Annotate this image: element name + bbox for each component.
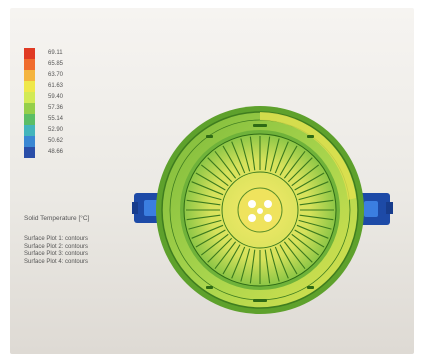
fin: [231, 246, 246, 279]
surface-plot-item: Surface Plot 1: contours: [24, 236, 89, 242]
legend-row: 61.63: [24, 81, 174, 92]
legend-row: 65.85: [24, 59, 174, 70]
fin: [269, 248, 280, 282]
legend-swatch: [24, 48, 35, 59]
fin: [283, 241, 306, 270]
fin: [214, 150, 237, 179]
fin: [222, 244, 241, 275]
legend-row: 63.70: [24, 70, 174, 81]
legend-row: 69.11: [24, 48, 174, 59]
fin: [291, 233, 320, 256]
legend-value: 55.14: [48, 116, 64, 122]
cfd-viewport[interactable]: 69.11 65.85 63.70 61.63 59.40 57.36 55.14 52.90…: [10, 8, 414, 354]
legend-row: 48.66: [24, 147, 174, 158]
radial-fins: [186, 136, 334, 284]
legend-swatch: [24, 125, 35, 136]
fin: [214, 241, 237, 270]
fin: [287, 237, 313, 263]
hub-holes: [248, 200, 272, 222]
fin: [283, 150, 306, 179]
legend-swatch: [24, 147, 35, 158]
fin: [274, 141, 289, 174]
fin: [191, 224, 224, 239]
legend-swatch: [24, 92, 35, 103]
legend-value: 57.36: [48, 105, 64, 111]
fin: [291, 164, 320, 187]
legend-row: 52.90: [24, 125, 174, 136]
fin: [188, 190, 222, 201]
surface-plot-item: Surface Plot 3: contours: [24, 251, 89, 257]
fin: [299, 214, 334, 221]
legend-value: 61.63: [48, 83, 64, 89]
fin: [240, 248, 251, 282]
legend-value: 50.62: [48, 138, 64, 144]
surface-plot-item: Surface Plot 2: contours: [24, 243, 89, 250]
temperature-model[interactable]: [10, 8, 414, 354]
fin: [249, 249, 256, 284]
surface-plot-list: Surface Plot 1: contours Surface Plot 2:…: [24, 236, 88, 266]
legend-value: 59.40: [48, 94, 64, 100]
legend-value: 69.11: [48, 50, 63, 56]
fin: [269, 138, 280, 172]
legend-value: 63.70: [48, 72, 64, 78]
legend-value: 65.85: [48, 61, 64, 67]
legend-swatch: [24, 81, 35, 92]
fin: [264, 249, 271, 284]
fin: [207, 157, 233, 183]
color-legend: 69.11 65.85 63.70 61.63 59.40 57.36 55.14 52.90…: [24, 48, 174, 158]
fin: [231, 141, 246, 174]
fin: [294, 172, 325, 191]
fin: [287, 157, 313, 183]
fin: [200, 233, 229, 256]
legend-swatch: [24, 70, 35, 81]
legend-row: 59.40: [24, 92, 174, 103]
legend-row: 50.62: [24, 136, 174, 147]
fin: [207, 237, 233, 263]
legend-title: Solid Temperature [°C]: [24, 215, 90, 222]
fin: [299, 199, 334, 206]
legend-swatch: [24, 59, 35, 70]
fin: [298, 219, 332, 230]
legend-row: 57.36: [24, 103, 174, 114]
legend-value: 48.66: [48, 149, 64, 155]
fin: [296, 181, 329, 196]
legend-swatch: [24, 114, 35, 125]
fin: [200, 164, 229, 187]
fin: [191, 181, 224, 196]
fin: [279, 244, 298, 275]
bolt-marks: [206, 124, 314, 302]
fin: [186, 199, 221, 206]
fin: [298, 190, 332, 201]
fin: [240, 138, 251, 172]
fin: [264, 136, 271, 171]
fin: [296, 224, 329, 239]
surface-plot-item: Surface Plot 4: contours: [24, 258, 89, 265]
fin: [188, 219, 222, 230]
legend-swatch: [24, 103, 35, 114]
fin: [222, 145, 241, 176]
legend-row: 55.14: [24, 114, 174, 125]
fin: [186, 214, 221, 221]
fin: [279, 145, 298, 176]
fin: [294, 229, 325, 248]
fin: [195, 229, 226, 248]
fin: [249, 136, 256, 171]
fin: [274, 246, 289, 279]
fin: [195, 172, 226, 191]
legend-swatch: [24, 136, 35, 147]
legend-value: 52.90: [48, 127, 64, 133]
